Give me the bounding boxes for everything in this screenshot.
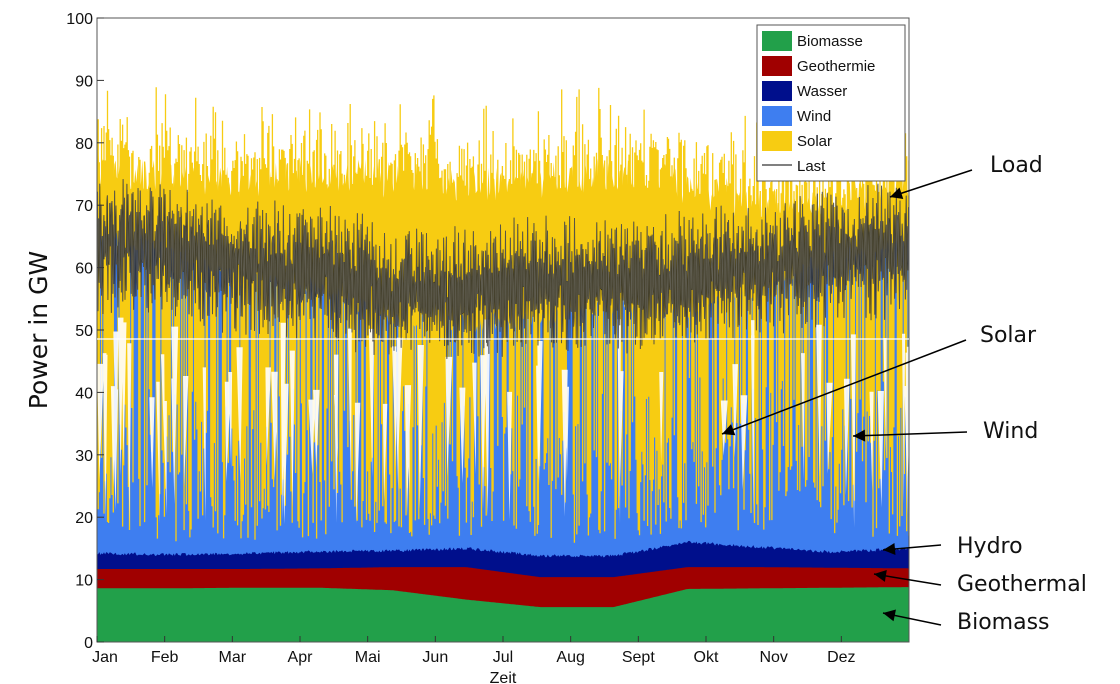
- legend-swatch-solar: [762, 131, 792, 151]
- y-tick-label: 90: [75, 73, 93, 90]
- annotation-arrow-solar: [721, 339, 967, 435]
- y-tick-label: 20: [75, 510, 93, 527]
- x-tick-label: Dez: [827, 649, 855, 666]
- legend-label-biomasse: Biomasse: [797, 33, 863, 50]
- y-tick-label: 70: [75, 198, 93, 215]
- x-tick-label: Jul: [493, 649, 513, 666]
- annotation-arrowhead-hydro: [883, 542, 896, 555]
- legend-swatch-wasser: [762, 81, 792, 101]
- legend-swatch-biomasse: [762, 31, 792, 51]
- x-axis-ticks: Jan Feb Mar Apr Mai Jun Jul Aug Sept Okt Nov Dez: [92, 636, 856, 666]
- legend-label-solar: Solar: [797, 133, 832, 150]
- y-tick-label: 10: [75, 573, 93, 590]
- annotation-arrowhead-wind: [853, 429, 866, 442]
- y-axis-title: Power in GW: [24, 251, 53, 409]
- y-tick-label: 60: [75, 261, 93, 278]
- x-tick-label: Mar: [219, 649, 247, 666]
- y-tick-label: 30: [75, 448, 93, 465]
- annotation-arrow-wind: [852, 431, 968, 437]
- annotation-arrowhead-geothermal: [874, 570, 887, 582]
- load-line-light: [97, 179, 909, 359]
- y-axis-ticks: 0 10 20 30 40 50 60 70 80 90 100: [66, 11, 104, 652]
- x-tick-label: Feb: [151, 649, 179, 666]
- x-axis-title: Zeit: [490, 670, 517, 684]
- legend-label-wind: Wind: [797, 108, 831, 125]
- x-tick-label: Nov: [759, 649, 787, 666]
- y-tick-label: 100: [66, 11, 93, 28]
- annotation-label-load: Load: [990, 153, 1043, 178]
- x-tick-label: Jan: [92, 649, 118, 666]
- annotation-label-wind: Wind: [983, 419, 1038, 444]
- legend: Biomasse Geothermie Wasser Wind Solar Last: [756, 24, 906, 182]
- annotation-label-solar: Solar: [980, 323, 1037, 348]
- legend-swatch-geothermie: [762, 56, 792, 76]
- x-tick-label: Mai: [355, 649, 381, 666]
- annotation-arrowhead-solar: [722, 424, 736, 436]
- annotations: Load Solar Wind Hydro Geothermal Biomass: [721, 153, 1087, 635]
- y-tick-label: 50: [75, 323, 93, 340]
- y-tick-label: 0: [84, 635, 93, 652]
- legend-swatch-wind: [762, 106, 792, 126]
- plot-layers: [97, 79, 909, 642]
- x-tick-label: Aug: [556, 649, 584, 666]
- annotation-label-hydro: Hydro: [957, 534, 1023, 559]
- y-tick-label: 40: [75, 385, 93, 402]
- legend-label-wasser: Wasser: [797, 83, 847, 100]
- legend-items: Biomasse Geothermie Wasser Wind Solar Last: [762, 31, 875, 175]
- legend-label-geothermie: Geothermie: [797, 58, 875, 75]
- x-tick-label: Okt: [694, 649, 719, 666]
- x-tick-label: Sept: [622, 649, 655, 666]
- annotation-arrowhead-load: [890, 187, 904, 199]
- annotation-label-geothermal: Geothermal: [957, 572, 1087, 597]
- y-tick-label: 80: [75, 136, 93, 153]
- annotation-arrowhead-biomass: [883, 609, 896, 622]
- x-tick-label: Jun: [422, 649, 448, 666]
- legend-label-last: Last: [797, 158, 826, 175]
- annotation-arrow-load: [889, 169, 973, 198]
- annotation-label-biomass: Biomass: [957, 610, 1050, 635]
- x-tick-label: Apr: [288, 649, 314, 666]
- area-biomasse: [97, 587, 909, 642]
